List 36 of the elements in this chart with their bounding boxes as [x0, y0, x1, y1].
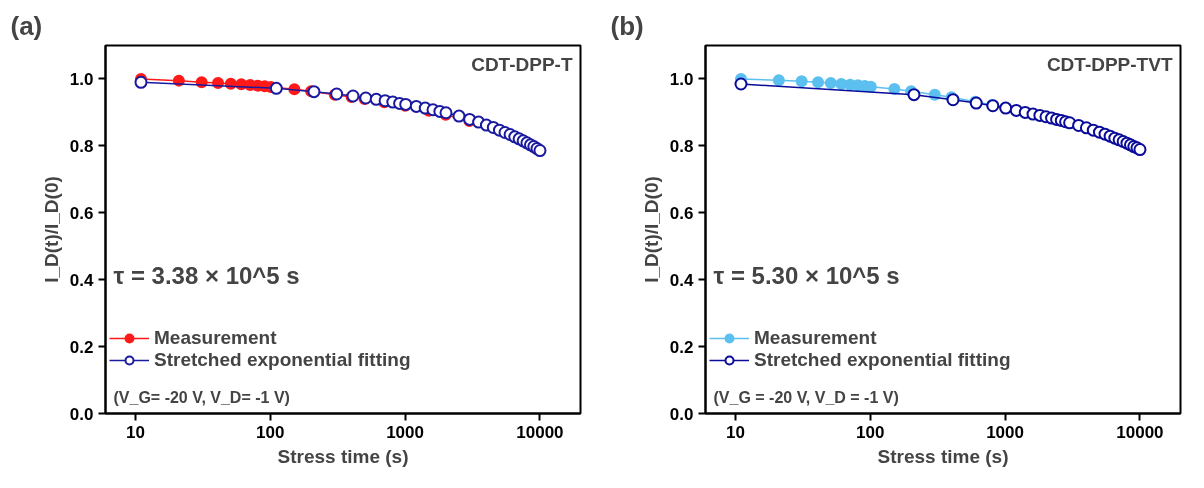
x-tick-label: 1000 — [386, 422, 424, 442]
y-axis-title: I_D(t)/I_D(0) — [40, 176, 62, 283]
y-tick-label: 0.4 — [669, 270, 695, 290]
y-tick-label: 0.6 — [669, 203, 694, 223]
x-tick-label: 100 — [256, 422, 285, 442]
x-tick-label: 1000 — [986, 422, 1024, 442]
y-tick-label: 0.0 — [669, 404, 694, 424]
y-tick-label: 0.0 — [69, 404, 94, 424]
annotation: (V_G= -20 V, V_D= -1 V) — [113, 388, 290, 406]
y-tick-label: 0.2 — [69, 337, 94, 357]
legend-label: Stretched exponential fitting — [154, 349, 411, 371]
legend-label: Measurement — [754, 327, 877, 349]
x-axis-title: Stress time (s) — [277, 445, 409, 467]
x-tick-label: 100 — [856, 422, 885, 442]
annotation: τ = 3.38 × 10^5 s — [113, 261, 300, 289]
x-axis-title: Stress time (s) — [877, 445, 1009, 467]
legend-label: Measurement — [154, 327, 277, 349]
text: (b) — [610, 10, 644, 41]
text: CDT-DPP-TVT — [1046, 53, 1173, 75]
x-tick-label: 10 — [725, 422, 745, 442]
x-tick-label: 10 — [125, 422, 145, 442]
y-tick-label: 1.0 — [669, 69, 694, 89]
legend-label: Stretched exponential fitting — [754, 349, 1011, 371]
annotation: τ = 5.30 × 10^5 s — [713, 261, 900, 289]
y-axis-title: I_D(t)/I_D(0) — [640, 176, 662, 283]
y-tick-label: 0.2 — [669, 337, 694, 357]
y-tick-label: 1.0 — [69, 69, 94, 89]
y-tick-label: 0.8 — [669, 136, 694, 156]
text: CDT-DPP-T — [471, 53, 573, 75]
x-tick-label: 10000 — [1116, 422, 1164, 442]
y-tick-label: 0.4 — [69, 270, 95, 290]
text: (a) — [10, 10, 43, 41]
y-tick-label: 0.6 — [69, 203, 94, 223]
x-tick-label: 10000 — [516, 422, 564, 442]
y-tick-label: 0.8 — [69, 136, 94, 156]
annotation: (V_G = -20 V, V_D = -1 V) — [713, 388, 899, 406]
